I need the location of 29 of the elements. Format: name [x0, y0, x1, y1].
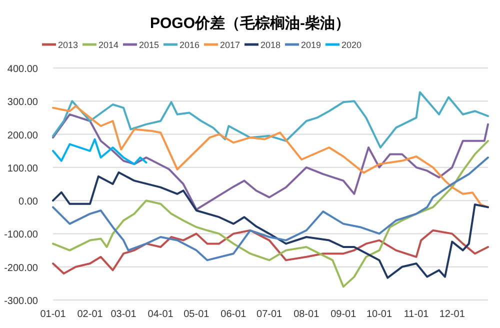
x-tick-label: 12-01 [439, 309, 466, 320]
x-tick-label: 08-01 [294, 309, 320, 320]
x-tick-label: 05-01 [184, 309, 210, 320]
legend-label: 2014 [98, 40, 119, 50]
x-tick-label: 07-01 [256, 309, 283, 320]
legend-label: 2020 [342, 40, 362, 50]
x-tick-label: 09-01 [330, 309, 357, 320]
x-tick-label: 06-01 [220, 309, 247, 320]
legend-label: 2015 [139, 40, 160, 50]
y-tick-label: -300.00 [4, 296, 38, 307]
x-tick-label: 10-01 [366, 309, 392, 320]
legend-label: 2013 [58, 40, 78, 50]
x-tick-label: 04-01 [148, 309, 174, 320]
legend-label: 2017 [220, 40, 240, 50]
y-tick-label: 400.00 [7, 64, 38, 75]
y-tick-label: 300.00 [7, 97, 38, 108]
legend-label: 2018 [260, 40, 281, 50]
x-tick-label: 03-01 [110, 309, 137, 320]
y-tick-label: -200.00 [4, 262, 38, 274]
x-tick-label: 01-01 [40, 309, 66, 320]
legend-label: 2019 [301, 40, 322, 50]
y-tick-label: 100.00 [7, 163, 38, 174]
legend-label: 2016 [180, 40, 200, 50]
y-tick-label: -100.00 [4, 230, 38, 241]
chart-title: POGO价差（毛棕榈油-柴油） [150, 14, 350, 32]
x-tick-label: 02-01 [77, 309, 104, 320]
x-tick-label: 11-01 [404, 309, 430, 320]
y-tick-label: 200.00 [7, 130, 38, 142]
y-tick-label: 0.00 [18, 196, 38, 208]
